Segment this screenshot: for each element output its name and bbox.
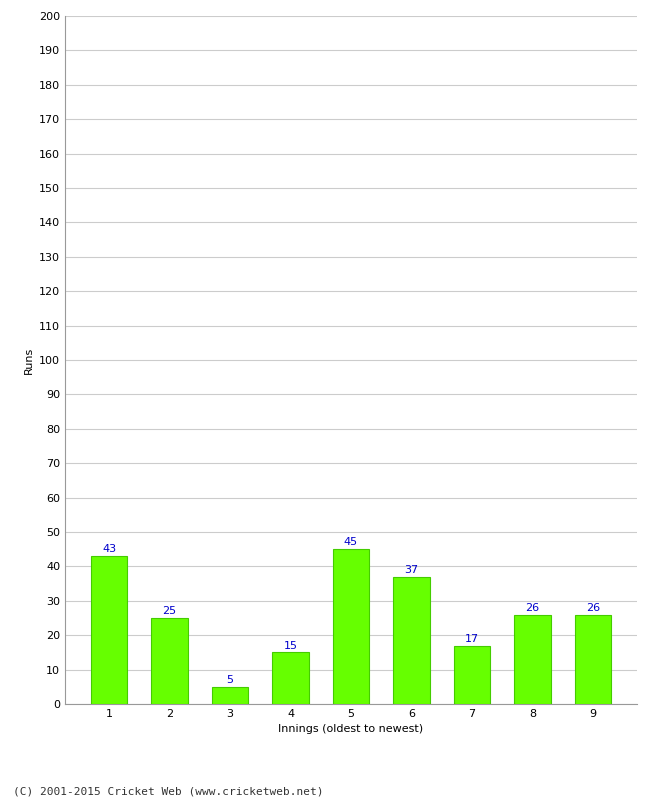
Text: 15: 15 [283,641,298,650]
Bar [514,614,551,704]
Text: 26: 26 [586,603,600,613]
Bar [151,618,188,704]
Bar [212,686,248,704]
Y-axis label: Runs: Runs [23,346,33,374]
Bar [333,549,369,704]
Bar [393,577,430,704]
Bar [575,614,611,704]
Bar [91,556,127,704]
Text: 43: 43 [102,544,116,554]
Bar [454,646,490,704]
Text: (C) 2001-2015 Cricket Web (www.cricketweb.net): (C) 2001-2015 Cricket Web (www.cricketwe… [13,786,324,796]
X-axis label: Innings (oldest to newest): Innings (oldest to newest) [278,725,424,734]
Text: 26: 26 [525,603,540,613]
Text: 45: 45 [344,538,358,547]
Text: 37: 37 [404,565,419,575]
Bar [272,653,309,704]
Text: 25: 25 [162,606,177,616]
Text: 5: 5 [227,675,233,685]
Text: 17: 17 [465,634,479,644]
